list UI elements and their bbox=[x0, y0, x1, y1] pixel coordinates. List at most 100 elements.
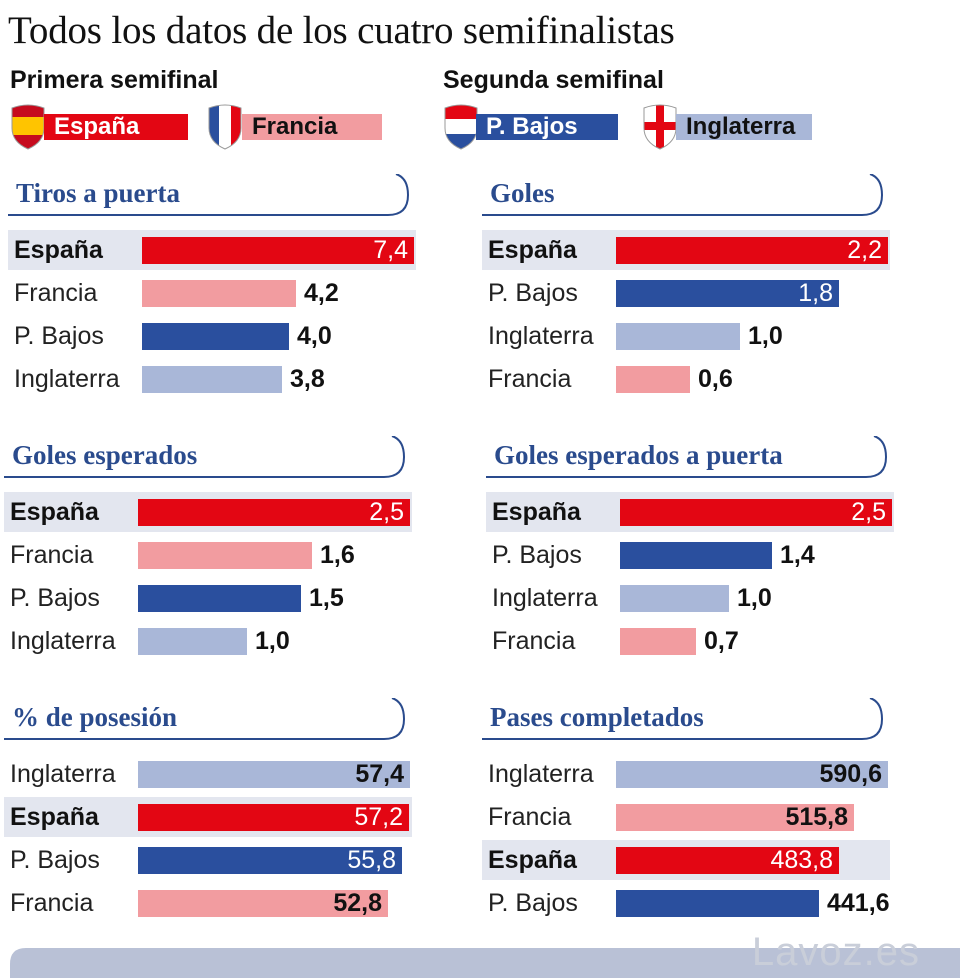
chart-panel-3: Goles esperados España 2,5 Francia 1,6 P. Baj… bbox=[4, 436, 414, 676]
category-label: España bbox=[14, 236, 103, 264]
category-label: España bbox=[488, 846, 577, 874]
bar-francia bbox=[142, 280, 296, 307]
bar-row-p-bajos: P. Bajos 1,5 bbox=[4, 578, 412, 618]
bar-p-bajos bbox=[616, 890, 819, 917]
page-title: Todos los datos de los cuatro semifinali… bbox=[8, 9, 675, 52]
bar-row-espana: España 2,5 bbox=[4, 492, 412, 532]
category-label: P. Bajos bbox=[488, 279, 578, 307]
chart-panel-2: Goles España 2,2 P. Bajos 1,8 Inglaterra 1,0 Fr… bbox=[482, 174, 892, 414]
france-flag-icon bbox=[208, 104, 242, 150]
legend-france-label: Francia bbox=[252, 113, 338, 140]
value-label: 0,7 bbox=[704, 627, 739, 655]
chart-title: Pases completados bbox=[490, 702, 704, 732]
bar-p-bajos bbox=[620, 542, 772, 569]
category-label: P. Bajos bbox=[10, 584, 100, 612]
value-label: 2,5 bbox=[369, 498, 404, 526]
bar-p-bajos bbox=[138, 847, 402, 874]
category-label: España bbox=[488, 236, 577, 264]
chart-title: Tiros a puerta bbox=[16, 178, 181, 208]
bar-row-inglaterra: Inglaterra 1,0 bbox=[4, 621, 412, 661]
legend-england-label: Inglaterra bbox=[686, 113, 796, 140]
category-label: España bbox=[492, 498, 581, 526]
bar-p-bajos bbox=[142, 323, 289, 350]
chart-title: Goles bbox=[490, 178, 555, 208]
brand-watermark: Lavoz.es bbox=[751, 930, 920, 974]
bar-inglaterra bbox=[138, 628, 247, 655]
chart-header: Tiros a puerta bbox=[8, 174, 418, 218]
category-label: Inglaterra bbox=[488, 760, 594, 788]
bar-francia bbox=[620, 628, 696, 655]
category-label: España bbox=[10, 803, 99, 831]
bar-espana bbox=[616, 847, 839, 874]
chart-header-arc bbox=[482, 698, 884, 740]
category-label: Inglaterra bbox=[10, 760, 116, 788]
bar-row-espana: España 57,2 bbox=[4, 797, 412, 837]
bar-inglaterra bbox=[142, 366, 282, 393]
category-label: Francia bbox=[492, 627, 576, 655]
chart-header: Pases completados bbox=[482, 698, 892, 742]
category-label: Inglaterra bbox=[492, 584, 598, 612]
bar-francia bbox=[616, 366, 690, 393]
bar-francia bbox=[138, 890, 388, 917]
bar-row-p-bajos: P. Bajos 1,8 bbox=[482, 273, 890, 313]
bar-row-francia: Francia 1,6 bbox=[4, 535, 412, 575]
bar-row-espana: España 2,5 bbox=[486, 492, 894, 532]
netherlands-flag-icon bbox=[444, 104, 478, 150]
semifinal-2-heading: Segunda semifinal bbox=[443, 66, 664, 94]
category-label: España bbox=[10, 498, 99, 526]
chart-header-arc bbox=[4, 436, 406, 478]
legend-spain-label: España bbox=[54, 113, 140, 140]
value-label: 441,6 bbox=[827, 889, 890, 917]
legend-netherlands-label: P. Bajos bbox=[486, 113, 578, 140]
bar-espana bbox=[138, 804, 409, 831]
legend-england: Inglaterra bbox=[676, 114, 812, 140]
bar-row-inglaterra: Inglaterra 3,8 bbox=[8, 359, 416, 399]
value-label: 1,4 bbox=[780, 541, 815, 569]
value-label: 590,6 bbox=[819, 760, 882, 788]
legend-france: Francia bbox=[242, 114, 382, 140]
category-label: Inglaterra bbox=[488, 322, 594, 350]
bar-row-inglaterra: Inglaterra 1,0 bbox=[482, 316, 890, 356]
chart-title: % de posesión bbox=[12, 702, 178, 732]
value-label: 1,5 bbox=[309, 584, 344, 612]
bar-espana bbox=[616, 237, 888, 264]
value-label: 4,2 bbox=[304, 279, 339, 307]
value-label: 2,5 bbox=[851, 498, 886, 526]
chart-header: Goles esperados bbox=[4, 436, 414, 480]
bar-row-inglaterra: Inglaterra 590,6 bbox=[482, 754, 890, 794]
bar-inglaterra bbox=[138, 761, 410, 788]
footer-band bbox=[10, 948, 960, 978]
england-flag-icon bbox=[643, 104, 677, 150]
bar-espana bbox=[138, 499, 410, 526]
bar-row-francia: Francia 0,6 bbox=[482, 359, 890, 399]
bar-row-espana: España 2,2 bbox=[482, 230, 890, 270]
value-label: 57,4 bbox=[355, 760, 404, 788]
bar-row-p-bajos: P. Bajos 4,0 bbox=[8, 316, 416, 356]
value-label: 515,8 bbox=[785, 803, 848, 831]
spain-flag-icon bbox=[11, 104, 45, 150]
bar-inglaterra bbox=[620, 585, 729, 612]
value-label: 0,6 bbox=[698, 365, 733, 393]
bar-p-bajos bbox=[616, 280, 839, 307]
category-label: P. Bajos bbox=[492, 541, 582, 569]
category-label: Inglaterra bbox=[10, 627, 116, 655]
category-label: Inglaterra bbox=[14, 365, 120, 393]
bar-row-francia: Francia 0,7 bbox=[486, 621, 894, 661]
chart-header: % de posesión bbox=[4, 698, 414, 742]
legend-netherlands: P. Bajos bbox=[476, 114, 618, 140]
category-label: P. Bajos bbox=[14, 322, 104, 350]
category-label: P. Bajos bbox=[488, 889, 578, 917]
bar-row-espana: España 7,4 bbox=[8, 230, 416, 270]
chart-header-arc bbox=[4, 698, 406, 740]
bar-row-p-bajos: P. Bajos 441,6 bbox=[482, 883, 890, 923]
value-label: 57,2 bbox=[354, 803, 403, 831]
category-label: P. Bajos bbox=[10, 846, 100, 874]
value-label: 2,2 bbox=[847, 236, 882, 264]
bar-inglaterra bbox=[616, 761, 888, 788]
bar-francia bbox=[138, 542, 312, 569]
value-label: 1,8 bbox=[798, 279, 833, 307]
category-label: Francia bbox=[10, 541, 94, 569]
bar-espana bbox=[142, 237, 414, 264]
value-label: 1,0 bbox=[255, 627, 290, 655]
bar-row-inglaterra: Inglaterra 57,4 bbox=[4, 754, 412, 794]
